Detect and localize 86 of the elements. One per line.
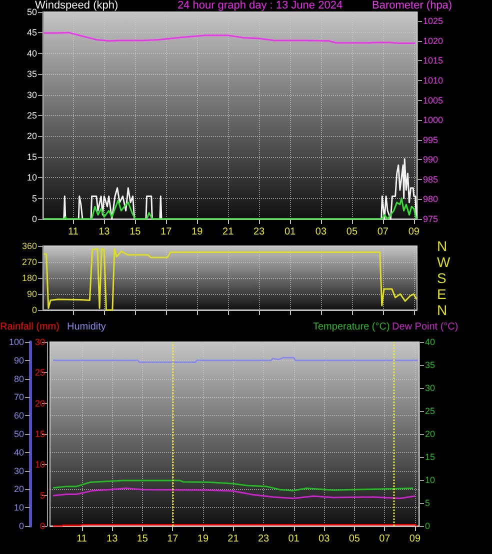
y2-tick-label: 975 [423,214,438,224]
x-tick-label: 23 [253,226,266,238]
y3-tick-label: 25 [425,406,436,416]
y-tick-label: 10 [14,502,24,513]
y-tick-label: 60 [14,410,24,421]
x-tick-label: 15 [136,534,148,544]
y3-tick-label: 10 [425,475,436,485]
y3-tick-label: 40 [425,337,436,347]
text: S [437,270,446,286]
y-tick-label: 50 [14,429,24,439]
y-tick-label: 5 [32,193,37,204]
x-tick-label: 21 [228,534,240,544]
text: Dew Point (°C) [392,322,458,332]
x-tick-label: 21 [222,226,234,238]
y-tick-label: 35 [26,69,37,80]
x-tick-label: 23 [258,534,270,544]
y-tick-label: 270 [22,257,37,267]
x-tick-label: 03 [318,534,330,544]
y-tick-label: 20 [14,484,24,494]
y-tick-label: 25 [26,110,37,120]
text: Temperature (°C) [313,322,390,332]
y2-axis-title: Barometer (hpa) [372,0,452,12]
y-tick-label: 360 [22,241,37,251]
y2-tick-label: 980 [423,194,438,204]
x-tick-label: 19 [197,534,209,544]
x-tick-label: 17 [160,226,172,238]
y-tick-label: 15 [26,152,37,162]
x-tick-label: 09 [409,534,421,544]
x-tick-label: 13 [106,534,118,544]
y-tick-label: 40 [14,447,24,458]
x-tick-label: 07 [379,534,391,544]
y2-tick-label: 990 [423,154,438,165]
chart-title: 24 hour graph day : 13 June 2024 [177,0,343,12]
x-tick-label: 05 [346,226,358,238]
text: Humidity [67,322,106,332]
x-tick-label: 05 [348,534,360,544]
y-tick-label: 40 [26,48,37,58]
y-tick-label: 50 [26,7,37,17]
x-tick-label: 13 [98,226,110,238]
x-tick-label: 09 [408,226,420,238]
y2-tick-label: 1005 [423,95,444,106]
y-tick-label: 70 [14,392,24,402]
y-tick-label: 90 [26,289,37,299]
y3-tick-label: 5 [425,498,430,508]
y-tick-label: 80 [14,374,24,384]
y2-tick-label: 1020 [423,36,444,46]
y-tick-label: 180 [22,273,37,283]
y2-tick-label: 995 [423,134,438,145]
y3-tick-label: 30 [425,383,436,393]
text: N [437,302,448,318]
text: Rainfall (mm) [0,322,60,332]
y2-tick-label: 1000 [423,115,444,126]
x-tick-label: 11 [76,534,88,544]
line-series [52,480,414,492]
y-tick-label: 10 [26,172,37,183]
line-series [52,488,416,500]
x-tick-label: 07 [377,226,389,238]
x-tick-label: 15 [130,226,142,238]
line-series [43,32,416,44]
y-tick-label: 0 [18,521,24,531]
y-tick-label: 100 [8,337,24,347]
x-tick-label: 17 [167,534,179,544]
y-tick-label: 20 [26,131,37,142]
y2-tick-label: 985 [423,174,438,184]
y-axis-title: Windspeed (kph) [35,0,118,12]
y2-tick-label: 1025 [423,16,444,26]
y-tick-label: 0 [32,305,37,315]
y-tick-label: 30 [26,90,37,100]
x-tick-label: 19 [192,226,204,238]
y3-tick-label: 0 [425,521,430,531]
y3-tick-label: 20 [425,429,436,439]
y3-tick-label: 35 [425,360,436,370]
text: E [437,286,446,302]
x-tick-label: 03 [315,226,327,238]
y-tick-label: 30 [14,466,24,476]
y3-tick-label: 15 [425,452,436,462]
x-tick-label: 01 [288,534,300,544]
text: N [437,238,448,254]
y2-tick-label: 1015 [423,56,444,66]
x-tick-label: 01 [284,226,296,238]
y2-tick-label: 1010 [423,75,444,86]
x-tick-label: 11 [68,226,79,238]
y-tick-label: 90 [14,355,24,366]
y-tick-label: 0 [32,214,37,224]
text: W [437,254,451,270]
y-tick-label: 45 [26,28,37,38]
